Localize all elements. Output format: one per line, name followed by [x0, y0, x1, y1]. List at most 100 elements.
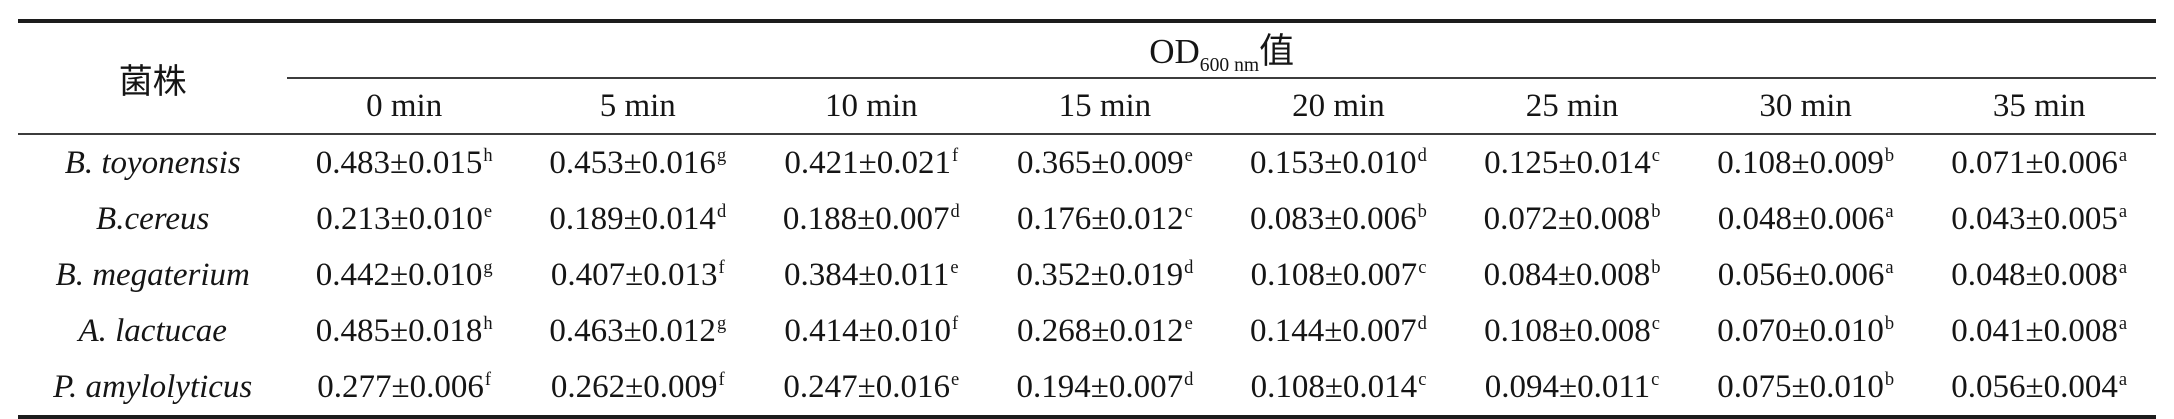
significance-letter: b — [1884, 144, 1895, 165]
significance-letter: f — [718, 256, 725, 277]
od-value-cell: 0.056±0.006a — [1689, 247, 1923, 303]
significance-letter: a — [2118, 256, 2128, 277]
od-value-cell: 0.153±0.010d — [1222, 134, 1456, 191]
od-value: 0.277±0.006 — [317, 368, 484, 405]
od-value: 0.421±0.021 — [784, 144, 952, 181]
significance-letter: e — [1184, 312, 1193, 333]
table-row: B. megaterium 0.442±0.010g 0.407±0.013f 0.3… — [18, 247, 2156, 303]
od-value: 0.048±0.006 — [1717, 200, 1885, 237]
strain-name: B. megaterium — [55, 256, 250, 293]
od-value-cell: 0.483±0.015h — [287, 134, 521, 191]
od-label: OD — [1149, 32, 1200, 71]
significance-letter: g — [716, 312, 727, 333]
od-value: 0.463±0.012 — [549, 312, 716, 349]
od-value: 0.048±0.008 — [1951, 256, 2118, 293]
table-row: P. amylolyticus 0.277±0.006f 0.262±0.009f 0… — [18, 359, 2156, 417]
od-value: 0.407±0.013 — [550, 256, 718, 293]
od-value: 0.144±0.007 — [1250, 312, 1417, 349]
od-value-cell: 0.262±0.009f — [521, 359, 755, 417]
significance-letter: g — [483, 256, 493, 277]
od-value-cell: 0.176±0.012c — [988, 191, 1222, 247]
od-value: 0.414±0.010 — [784, 312, 952, 349]
significance-letter: b — [1417, 200, 1427, 221]
od-value-cell: 0.071±0.006a — [1922, 134, 2156, 191]
od-value: 0.108±0.014 — [1250, 368, 1418, 405]
significance-letter: c — [1418, 368, 1427, 389]
od-value-cell: 0.048±0.006a — [1689, 191, 1923, 247]
od-value: 0.352±0.019 — [1016, 256, 1184, 293]
table-row: B. toyonensis 0.483±0.015h 0.453±0.016g 0.4… — [18, 134, 2156, 191]
od-value-cell: 0.041±0.008a — [1922, 303, 2156, 359]
od-value-cell: 0.048±0.008a — [1922, 247, 2156, 303]
od-value-cell: 0.108±0.014c — [1222, 359, 1456, 417]
od-value-cell: 0.083±0.006b — [1222, 191, 1456, 247]
od-value: 0.262±0.009 — [550, 368, 718, 405]
strain-name: P. amylolyticus — [53, 368, 253, 405]
significance-letter: c — [1418, 256, 1427, 277]
od-value: 0.176±0.012 — [1016, 200, 1184, 237]
table-body: B. toyonensis 0.483±0.015h 0.453±0.016g 0.4… — [18, 134, 2156, 417]
table-row: A. lactucae 0.485±0.018h 0.463±0.012g 0.414… — [18, 303, 2156, 359]
od-value: 0.365±0.009 — [1016, 144, 1184, 181]
od-value: 0.041±0.008 — [1951, 312, 2118, 349]
significance-letter: f — [484, 368, 492, 389]
strain-column-header: 菌株 — [18, 21, 288, 135]
od-value: 0.213±0.010 — [316, 200, 483, 237]
od-value-cell: 0.213±0.010e — [287, 191, 521, 247]
od-value: 0.188±0.007 — [782, 200, 950, 237]
significance-letter: b — [1651, 200, 1661, 221]
od-value: 0.056±0.004 — [1951, 368, 2118, 405]
strain-name: A. lactucae — [78, 312, 227, 349]
od-value-cell: 0.070±0.010b — [1689, 303, 1923, 359]
od-value: 0.084±0.008 — [1483, 256, 1651, 293]
time-header: 35 min — [1922, 78, 2156, 135]
od-value-cell: 0.365±0.009e — [988, 134, 1222, 191]
time-header: 20 min — [1221, 78, 1456, 135]
significance-letter: h — [483, 312, 493, 333]
significance-letter: d — [1184, 368, 1194, 389]
od-value-cell: 0.414±0.010f — [755, 303, 989, 359]
time-header: 30 min — [1688, 78, 1923, 135]
significance-letter: a — [2118, 368, 2128, 389]
od-value-cell: 0.407±0.013f — [521, 247, 755, 303]
od-value: 0.483±0.015 — [315, 144, 483, 181]
od-value-cell: 0.043±0.005a — [1922, 191, 2156, 247]
od-value-cell: 0.247±0.016e — [755, 359, 989, 417]
od-value-cell: 0.463±0.012g — [521, 303, 755, 359]
significance-letter: f — [718, 368, 725, 389]
strain-name: B. toyonensis — [64, 144, 241, 181]
od-value: 0.056±0.006 — [1717, 256, 1885, 293]
od-value: 0.071±0.006 — [1951, 144, 2118, 181]
od-value: 0.384±0.011 — [784, 256, 950, 293]
significance-letter: d — [950, 200, 960, 221]
significance-letter: d — [1417, 312, 1427, 333]
od-value: 0.083±0.006 — [1250, 200, 1417, 237]
od-value-cell: 0.144±0.007d — [1222, 303, 1456, 359]
od600-table: 菌株 OD600 nm值 0 min 5 min 10 min 15 min 20 mi… — [18, 19, 2156, 419]
od-value: 0.108±0.007 — [1250, 256, 1418, 293]
od-value-suffix: 值 — [1259, 32, 1295, 71]
od-value: 0.075±0.010 — [1717, 368, 1884, 405]
significance-letter: a — [1885, 256, 1894, 277]
significance-letter: e — [483, 200, 493, 221]
significance-letter: c — [1651, 368, 1660, 389]
od-value-cell: 0.442±0.010g — [287, 247, 521, 303]
od-value: 0.125±0.014 — [1484, 144, 1651, 181]
od-value-cell: 0.189±0.014d — [521, 191, 755, 247]
significance-letter: a — [2118, 144, 2128, 165]
time-header: 25 min — [1455, 78, 1689, 135]
od-value-cell: 0.075±0.010b — [1689, 359, 1923, 417]
od-value: 0.189±0.014 — [549, 200, 716, 237]
significance-letter: b — [1651, 256, 1661, 277]
time-header: 0 min — [287, 78, 521, 135]
od-value-cell: 0.056±0.004a — [1922, 359, 2156, 417]
od-value-cell: 0.485±0.018h — [287, 303, 521, 359]
od-value: 0.072±0.008 — [1483, 200, 1651, 237]
od-value-cell: 0.108±0.007c — [1222, 247, 1456, 303]
od-value-cell: 0.072±0.008b — [1455, 191, 1689, 247]
significance-letter: c — [1651, 312, 1660, 333]
table-row: B.cereus 0.213±0.010e 0.189±0.014d 0.188±0.… — [18, 191, 2156, 247]
od-value-cell: 0.125±0.014c — [1455, 134, 1689, 191]
od-value: 0.247±0.016 — [783, 368, 951, 405]
